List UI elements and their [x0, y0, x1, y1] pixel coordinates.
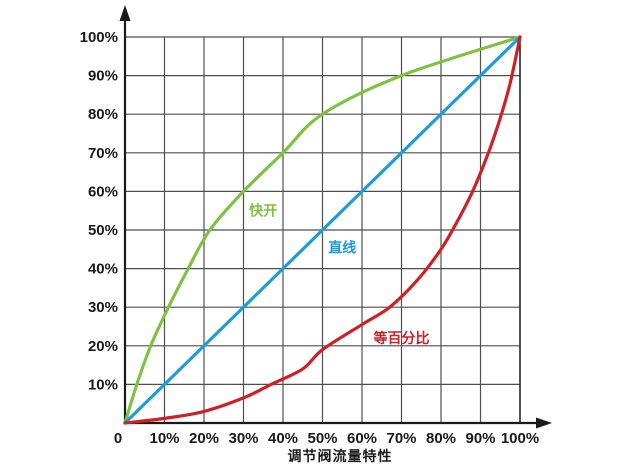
x-tick-label: 10%: [149, 430, 179, 447]
x-tick-label: 40%: [268, 430, 298, 447]
y-tick-label: 80%: [88, 106, 118, 123]
x-tick-label: 100%: [501, 430, 539, 447]
y-tick-label: 50%: [88, 222, 118, 239]
y-axis-arrow-icon: [119, 5, 131, 21]
y-tick-label: 70%: [88, 145, 118, 162]
y-tick-label: 100%: [80, 29, 118, 46]
tick-labels: 0 10% 20% 30% 40% 50% 60% 70% 80% 90% 100% 10% 20% 30…: [80, 29, 540, 447]
y-tick-label: 10%: [88, 376, 118, 393]
x-tick-label: 90%: [465, 430, 495, 447]
x-tick-label: 20%: [189, 430, 219, 447]
x-tick-label: 50%: [307, 430, 337, 447]
chart-caption: 调节阀流量特性: [288, 448, 393, 464]
curve-linear: [123, 35, 522, 425]
curves: [123, 35, 522, 425]
axes: [119, 5, 552, 429]
x-tick-label: 0: [114, 430, 122, 447]
curve-label-equal_percentage: 等百分比: [374, 330, 430, 346]
curve-label-linear: 直线: [328, 239, 356, 255]
x-axis-arrow-icon: [536, 417, 552, 429]
curve-equal_percentage: [123, 35, 522, 425]
grid-lines: [125, 36, 521, 423]
y-tick-label: 40%: [88, 261, 118, 278]
x-tick-label: 80%: [426, 430, 456, 447]
curve-quick_open: [123, 35, 522, 425]
x-tick-label: 70%: [386, 430, 416, 447]
y-tick-label: 20%: [88, 338, 118, 355]
x-tick-label: 60%: [347, 430, 377, 447]
y-tick-label: 60%: [88, 183, 118, 200]
curve-label-quick_open: 快开: [249, 203, 277, 219]
y-tick-label: 30%: [88, 299, 118, 316]
x-tick-label: 30%: [228, 430, 258, 447]
y-tick-label: 90%: [88, 68, 118, 85]
